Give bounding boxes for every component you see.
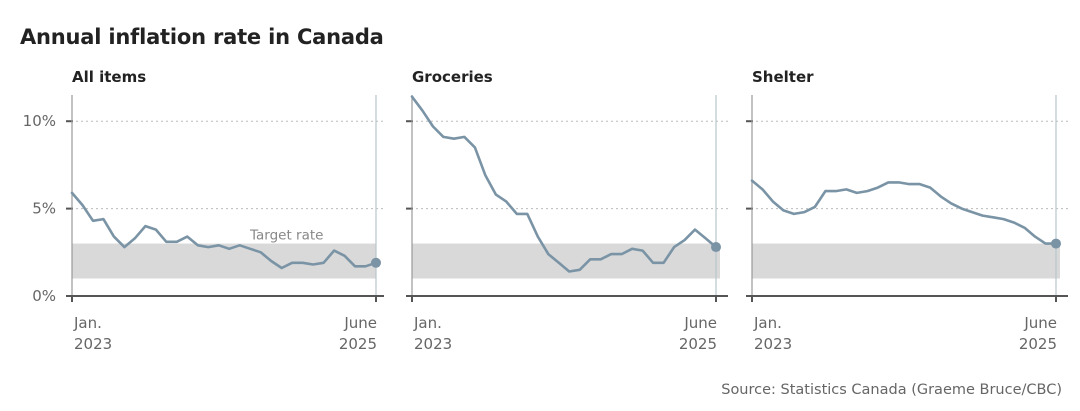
series-line <box>750 179 1058 245</box>
target-band <box>752 243 1060 279</box>
x-tick-label: 2023 <box>414 335 452 353</box>
panel-title: All items <box>72 68 146 86</box>
x-tick-label: June <box>683 314 717 332</box>
x-tick-label: 2025 <box>679 335 717 353</box>
x-tick-label: 2023 <box>754 335 792 353</box>
end-point-marker <box>1051 238 1061 249</box>
y-tick-label: 5% <box>32 200 56 218</box>
x-tick-label: Jan. <box>413 314 442 332</box>
target-band <box>72 243 376 279</box>
x-tick-label: Jan. <box>73 314 102 332</box>
x-tick-label: 2025 <box>339 335 377 353</box>
target-band <box>412 243 720 279</box>
y-tick-label: 10% <box>23 112 56 130</box>
panel-title: Shelter <box>752 68 814 86</box>
end-point-marker <box>371 257 381 268</box>
x-tick-label: Jan. <box>753 314 782 332</box>
source-note: Source: Statistics Canada (Graeme Bruce/… <box>721 382 1062 398</box>
y-tick-label: 0% <box>32 287 56 305</box>
series-line <box>70 191 378 270</box>
x-tick-label: 2025 <box>1019 335 1057 353</box>
series-line <box>410 95 718 273</box>
x-tick-label: June <box>1023 314 1057 332</box>
x-tick-label: 2023 <box>74 335 112 353</box>
x-tick-label: June <box>343 314 377 332</box>
target-rate-label: Target rate <box>249 228 323 244</box>
panel-title: Groceries <box>412 68 493 86</box>
end-point-marker <box>711 242 721 253</box>
chart-title: Annual inflation rate in Canada <box>20 25 384 49</box>
